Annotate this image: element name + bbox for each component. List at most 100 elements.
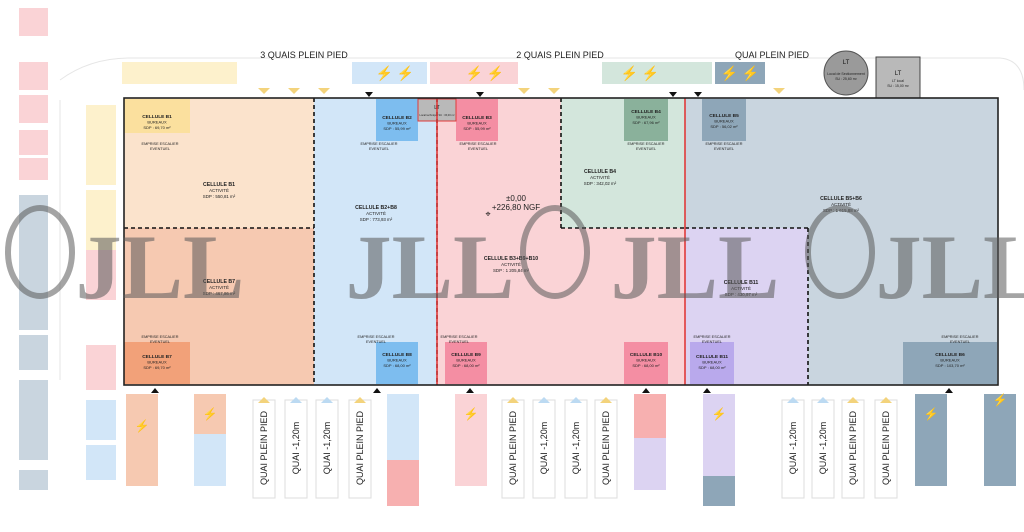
left-parking-slot xyxy=(19,130,48,155)
cell-name-b4: CELLULE B4 xyxy=(584,169,616,175)
office-name-b7: CELLULE B7 xyxy=(142,354,172,360)
cell-sdp-b7: SDP : 467,86 m² xyxy=(203,291,236,296)
dock-arrow xyxy=(787,397,799,403)
dock-label: QUAI PLEIN PIED xyxy=(848,410,858,485)
top-parking-bay xyxy=(122,62,237,84)
escalier-label: EVENTUEL xyxy=(150,340,170,344)
bottom-parking xyxy=(387,460,419,506)
office-b2 xyxy=(376,99,418,141)
office-use-b5: BUREAUX xyxy=(714,119,734,124)
office-b5 xyxy=(702,99,746,141)
office-b7 xyxy=(124,342,190,384)
label-3-quais: 3 QUAIS PLEIN PIED xyxy=(260,50,348,60)
cell-sdp-b11: SDP : 430,97 m² xyxy=(725,292,758,297)
dock-label: QUAI PLEIN PIED xyxy=(355,410,365,485)
cell-sdp-b2b8: SDP : 773,93 m² xyxy=(360,217,393,222)
cell-sdp-b3b9b10: SDP : 1 205,84 m² xyxy=(493,268,530,273)
office-b11 xyxy=(690,342,734,384)
office-sdp-b7: SDP : 69,70 m² xyxy=(143,365,171,370)
cell-name-b2b8: CELLULE B2+B8 xyxy=(355,205,397,211)
office-labels: CELLULE B1 BUREAUX SDP : 69,70 m² CELLULE B… xyxy=(142,109,965,370)
escalier-label: EVENTUEL xyxy=(449,340,469,344)
cell-name-b3b9b10: CELLULE B3+B9+B10 xyxy=(484,256,538,262)
bottom-parking xyxy=(984,394,1016,486)
bottom-parking xyxy=(194,394,226,434)
office-name-b2: CELLULE B2 xyxy=(382,115,412,121)
dock-label: QUAI PLEIN PIED xyxy=(259,410,269,485)
firewall-lines xyxy=(436,98,686,385)
bottom-parking xyxy=(915,394,947,486)
ev-charge-icon: ⚡ ⚡ xyxy=(466,65,505,82)
cells xyxy=(124,98,998,385)
office-sdp-b1: SDP : 69,70 m² xyxy=(143,125,171,130)
cell-use-b5b6: ACTIVITÉ xyxy=(831,202,851,207)
left-parking-slot xyxy=(86,250,116,300)
level-marker-icon: ⌖ xyxy=(485,209,490,219)
escalier-label: EVENTUEL xyxy=(702,340,722,344)
cell-use-b1: ACTIVITÉ xyxy=(209,188,229,193)
top-parking-bay xyxy=(352,62,427,84)
escalier-label: EMPRISE ESCALIER xyxy=(694,335,731,339)
dock-arrow xyxy=(570,397,582,403)
escalier-label: EVENTUEL xyxy=(369,147,389,151)
dock-arrow xyxy=(847,397,859,403)
bottom-parking xyxy=(194,434,226,486)
dock-arrow xyxy=(258,397,270,403)
dock-label: QUAI -1,20m xyxy=(788,422,798,475)
office-sdp-b11: SDP : 68,00 m² xyxy=(698,365,726,370)
left-parking-slot xyxy=(19,470,48,490)
cell-name-b11: CELLULE B11 xyxy=(724,280,759,286)
dock-label: QUAI PLEIN PIED xyxy=(601,410,611,485)
cell-name-b5b6: CELLULE B5+B6 xyxy=(820,196,862,202)
left-parking-slot xyxy=(19,335,48,370)
office-name-b1: CELLULE B1 xyxy=(142,114,172,120)
cell-sdp-b1: SDP : 550,81 m² xyxy=(203,194,236,199)
watermark-text: JLL xyxy=(876,216,1024,318)
office-sdp-b3: SDP : 55,99 m² xyxy=(463,126,491,131)
offices: LT Local technique SU : 15,00 m² xyxy=(124,98,997,384)
escalier-label: EVENTUEL xyxy=(468,147,488,151)
office-b4 xyxy=(624,99,668,141)
escalier-label: EMPRISE ESCALIER xyxy=(358,335,395,339)
bottom-entry-markers xyxy=(151,388,953,393)
escalier-label: EMPRISE ESCALIER xyxy=(628,142,665,146)
left-parking-slot xyxy=(19,95,48,123)
dock-label: QUAI -1,20m xyxy=(322,422,332,475)
office-name-b11: CELLULE B11 xyxy=(696,354,728,360)
office-use-b8: BUREAUX xyxy=(387,358,407,363)
ev-charge-icon: ⚡ xyxy=(464,407,479,421)
lt-circle xyxy=(823,50,869,96)
office-b10 xyxy=(624,342,668,384)
lt-box xyxy=(875,56,921,100)
bottom-parking xyxy=(455,394,487,486)
office-use-b2: BUREAUX xyxy=(387,121,407,126)
watermark-text: JLL xyxy=(76,216,245,318)
office-name-b9: CELLULE B9 xyxy=(451,352,481,358)
escalier-label: EMPRISE ESCALIER xyxy=(706,142,743,146)
escalier-label: EVENTUEL xyxy=(366,340,386,344)
left-parking-slot xyxy=(19,8,48,36)
level-ngf: +226,80 NGF xyxy=(492,203,540,212)
left-parking-slot xyxy=(86,445,116,480)
escalier-label: EMPRISE ESCALIER xyxy=(441,335,478,339)
office-b3 xyxy=(456,99,498,141)
escalier-label: EMPRISE ESCALIER xyxy=(142,142,179,146)
escalier-label: EMPRISE ESCALIER xyxy=(460,142,497,146)
office-sdp-b4: SDP : 67,96 m² xyxy=(632,120,660,125)
dock-label: QUAI PLEIN PIED xyxy=(881,410,891,485)
office-use-b4: BUREAUX xyxy=(636,115,656,120)
escalier-label: EMPRISE ESCALIER xyxy=(142,335,179,339)
watermark-text: JLL xyxy=(611,216,780,318)
top-parking-bay xyxy=(715,62,765,84)
ev-charge-icon: ⚡ xyxy=(712,407,727,421)
office-sdp-b9: SDP : 68,00 m² xyxy=(452,363,480,368)
dock-arrow xyxy=(321,397,333,403)
label-2-quais: 2 QUAIS PLEIN PIED xyxy=(516,50,604,60)
dock-arrow xyxy=(538,397,550,403)
ev-charge-icon: ⚡ xyxy=(924,407,939,421)
lt-circle-title: LT xyxy=(843,60,850,66)
